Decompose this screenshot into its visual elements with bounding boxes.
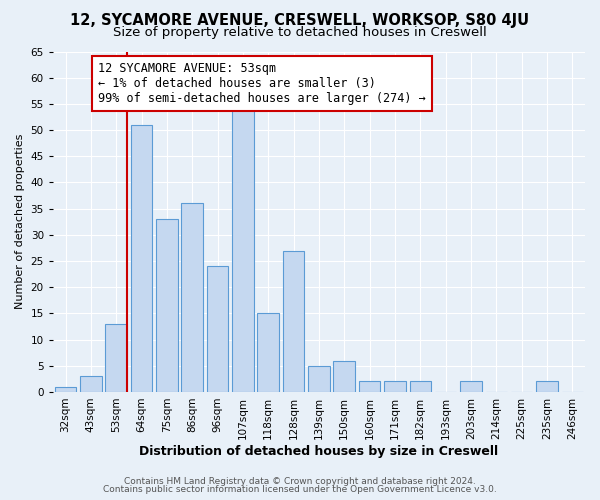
Text: Contains public sector information licensed under the Open Government Licence v3: Contains public sector information licen… [103,484,497,494]
Bar [410,382,431,392]
Bar [257,314,279,392]
Bar [55,386,76,392]
Bar [308,366,329,392]
Bar [207,266,229,392]
Bar [156,219,178,392]
Bar [334,360,355,392]
Bar [80,376,101,392]
Text: Contains HM Land Registry data © Crown copyright and database right 2024.: Contains HM Land Registry data © Crown c… [124,477,476,486]
Bar [232,109,254,392]
Bar [181,204,203,392]
Text: 12 SYCAMORE AVENUE: 53sqm
← 1% of detached houses are smaller (3)
99% of semi-de: 12 SYCAMORE AVENUE: 53sqm ← 1% of detach… [98,62,426,104]
Bar [131,125,152,392]
Bar [106,324,127,392]
Bar [283,250,304,392]
Text: 12, SYCAMORE AVENUE, CRESWELL, WORKSOP, S80 4JU: 12, SYCAMORE AVENUE, CRESWELL, WORKSOP, … [70,12,530,28]
Text: Size of property relative to detached houses in Creswell: Size of property relative to detached ho… [113,26,487,39]
Bar [384,382,406,392]
Bar [359,382,380,392]
Y-axis label: Number of detached properties: Number of detached properties [15,134,25,310]
Bar [536,382,558,392]
Bar [460,382,482,392]
X-axis label: Distribution of detached houses by size in Creswell: Distribution of detached houses by size … [139,444,499,458]
